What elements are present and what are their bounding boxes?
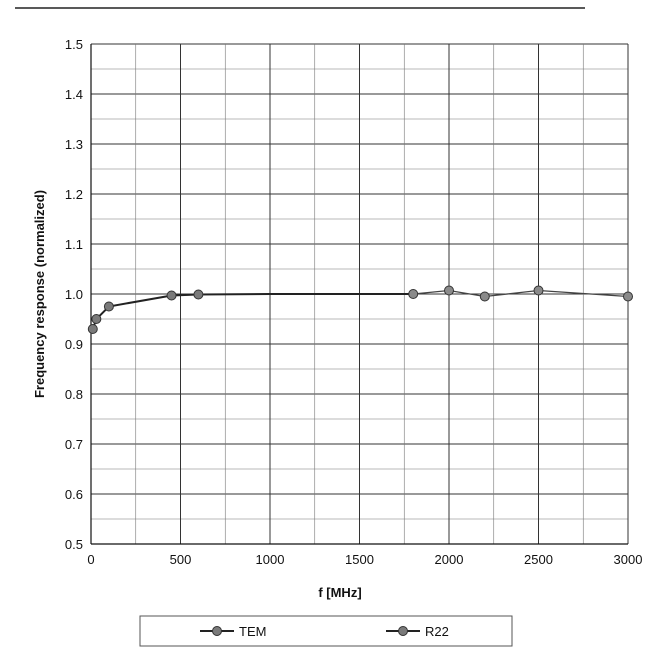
- legend: TEM R22: [200, 624, 449, 639]
- legend-box: [139, 615, 513, 647]
- y-tick-labels: 0.5 0.6 0.7 0.8 0.9 1.0 1.1 1.2 1.3 1.4 1.5: [65, 37, 83, 552]
- x-tick-label: 0: [87, 552, 94, 567]
- y-axis-title: Frequency response (normalized): [32, 190, 47, 398]
- data-point-r22: [479, 291, 490, 302]
- data-point-tem: [87, 324, 98, 334]
- series-line-tem: [91, 293, 360, 330]
- data-point-tem: [103, 301, 114, 312]
- x-tick-label: 500: [170, 552, 192, 567]
- legend-swatch-marker: [398, 626, 408, 636]
- y-tick-label: 1.0: [65, 287, 83, 302]
- legend-swatch-marker: [212, 626, 222, 636]
- y-tick-label: 0.8: [65, 387, 83, 402]
- legend-label-r22: R22: [425, 624, 449, 639]
- x-tick-label: 1500: [345, 552, 374, 567]
- x-tick-label: 2000: [435, 552, 464, 567]
- y-tick-label: 1.4: [65, 87, 83, 102]
- y-tick-label: 0.5: [65, 537, 83, 552]
- data-point-tem: [193, 289, 204, 300]
- y-tick-label: 0.6: [65, 487, 83, 502]
- x-tick-label: 2500: [524, 552, 553, 567]
- series-layer: [87, 285, 633, 334]
- legend-label-tem: TEM: [239, 624, 266, 639]
- x-tick-labels: 0 500 1000 1500 2000 2500 3000: [87, 552, 642, 567]
- y-tick-label: 0.9: [65, 337, 83, 352]
- y-tick-label: 0.7: [65, 437, 83, 452]
- x-axis-title: f [MHz]: [318, 585, 361, 600]
- data-point-tem: [91, 314, 102, 324]
- x-tick-label: 3000: [614, 552, 643, 567]
- y-tick-label: 1.5: [65, 37, 83, 52]
- data-point-r22: [533, 285, 544, 296]
- data-point-r22: [444, 285, 454, 296]
- y-tick-label: 1.1: [65, 237, 83, 252]
- data-point-tem: [166, 290, 177, 301]
- x-tick-label: 1000: [256, 552, 285, 567]
- y-tick-label: 1.2: [65, 187, 83, 202]
- grid: [90, 43, 629, 545]
- y-tick-label: 1.3: [65, 137, 83, 152]
- data-point-r22: [408, 289, 419, 299]
- data-point-r22: [623, 291, 633, 302]
